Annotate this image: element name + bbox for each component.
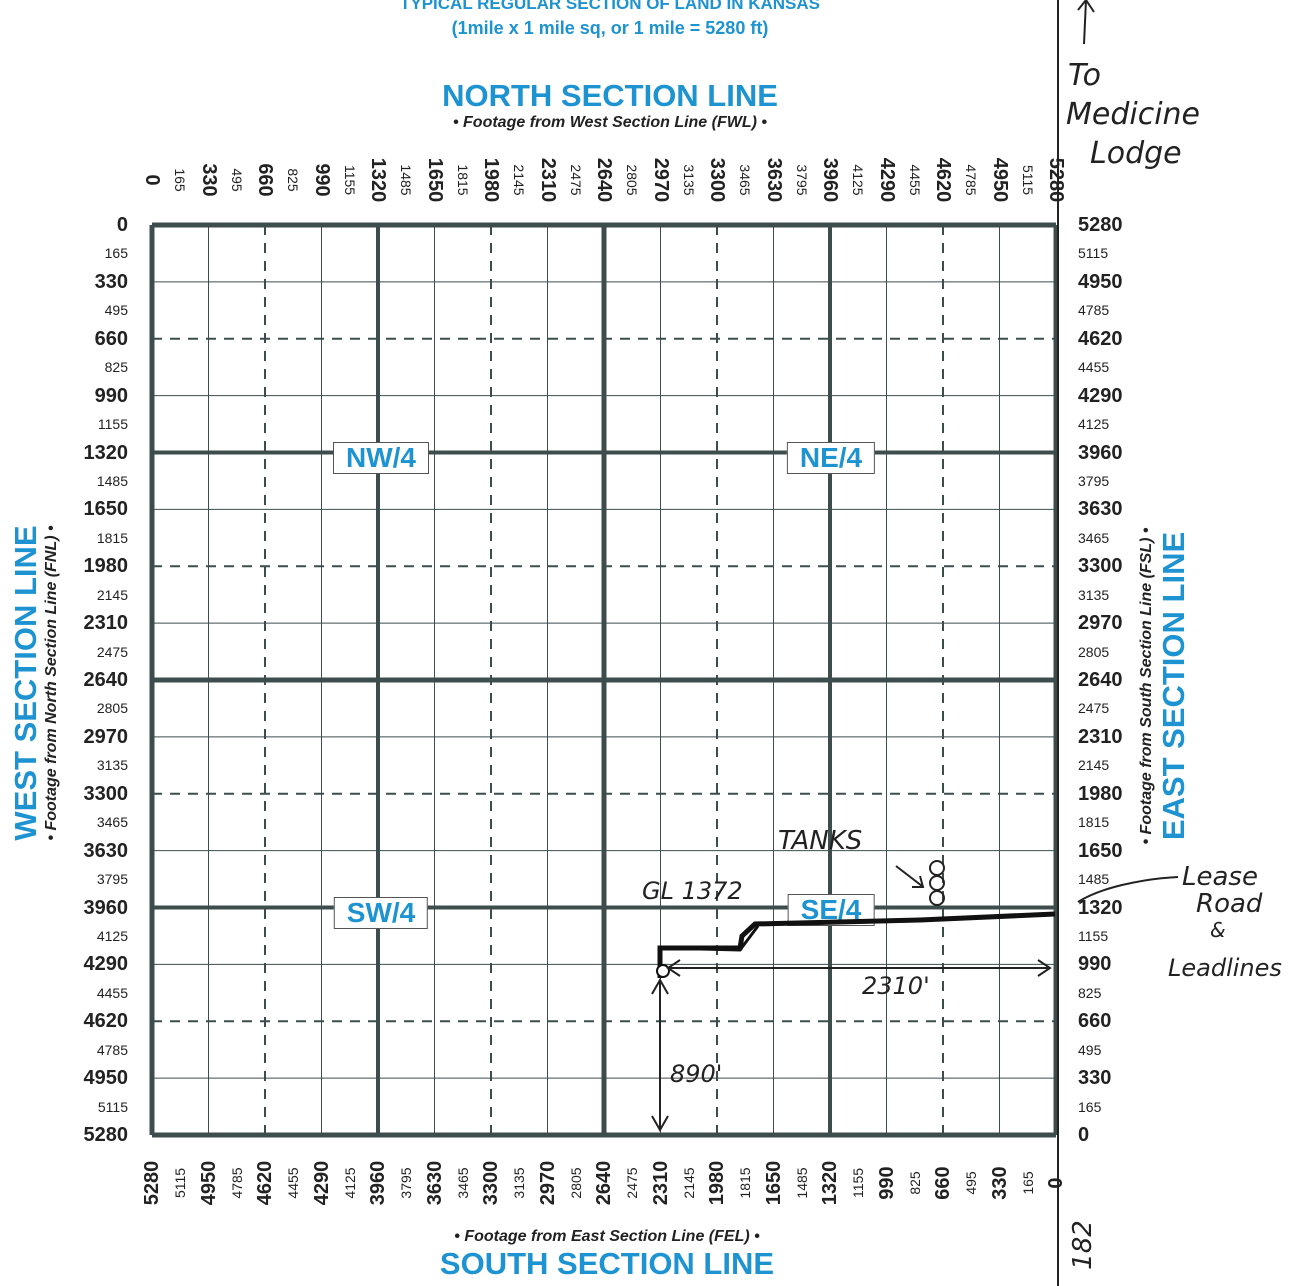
annotation-ampersand: & — [1210, 918, 1226, 942]
annotation-fsl-distance: 890' — [670, 1060, 722, 1088]
north-arrow-icon — [1078, 0, 1094, 44]
tank-icon — [930, 861, 944, 875]
annotation-fel-distance: 2310' — [862, 972, 930, 1000]
annotation-road: Road — [1196, 889, 1262, 919]
annotation-to: To — [1068, 58, 1101, 93]
annotation-leadlines: Leadlines — [1168, 954, 1282, 982]
annotation-tanks: TANKS — [778, 826, 862, 856]
tanks-arrow-icon — [896, 866, 923, 887]
annotation-lodge: Lodge — [1090, 136, 1182, 171]
tank-icon — [930, 876, 944, 890]
well-location-icon — [657, 965, 669, 977]
tank-icon — [930, 891, 944, 905]
annotation-ground-level: GL 1372 — [642, 877, 743, 905]
annotation-medicine: Medicine — [1066, 97, 1200, 132]
annotation-road-number: 182 — [1068, 1220, 1098, 1270]
annotation-lease: Lease — [1182, 862, 1258, 892]
lease-road-leader-line — [1078, 877, 1178, 902]
